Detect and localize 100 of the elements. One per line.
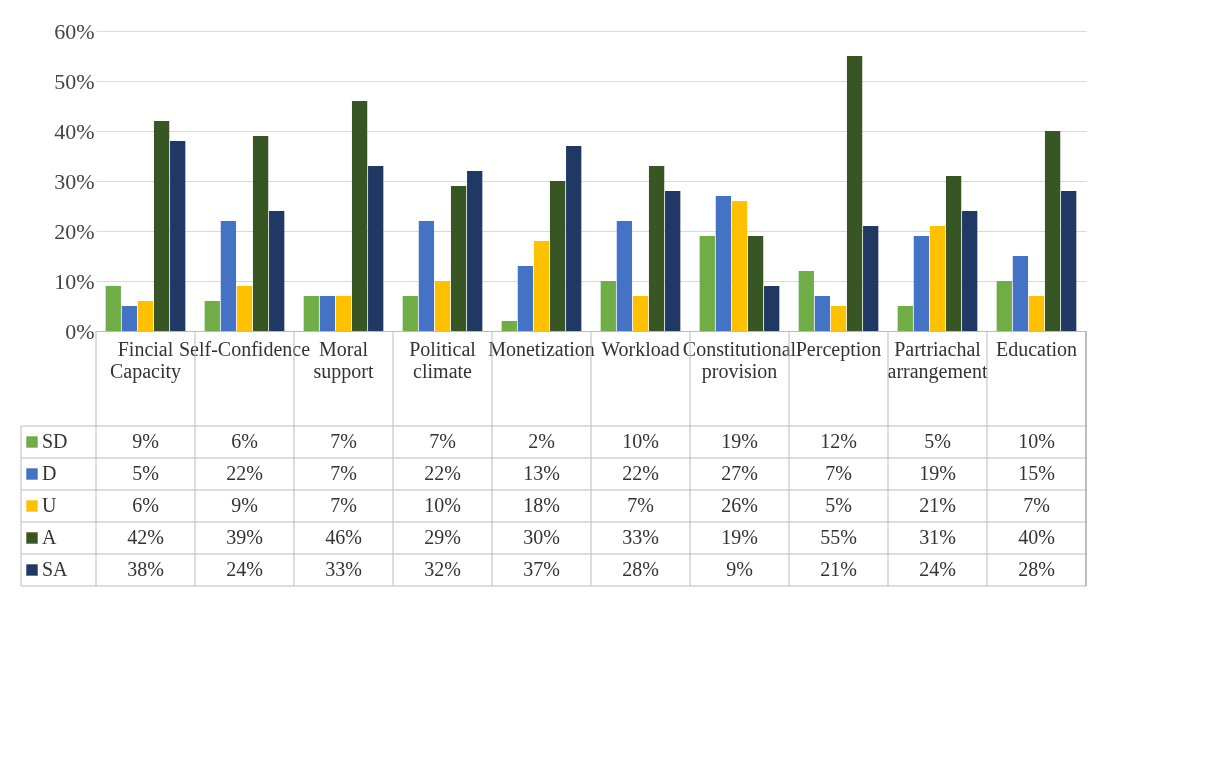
bar xyxy=(632,296,649,331)
data-label: 7% xyxy=(429,430,456,452)
legend-label: U xyxy=(42,494,57,516)
bar xyxy=(731,201,748,331)
legend-label: D xyxy=(42,462,57,484)
data-label: 6% xyxy=(132,494,159,516)
bar xyxy=(170,141,186,331)
data-label: 10% xyxy=(424,494,461,516)
bar xyxy=(402,296,418,331)
y-tick-label: 40% xyxy=(54,118,95,144)
data-label: 2% xyxy=(528,430,555,452)
x-tick-label: Political climate xyxy=(409,337,477,382)
data-label: 6% xyxy=(231,430,258,452)
bar xyxy=(897,306,913,331)
data-label: 22% xyxy=(226,462,263,484)
bar xyxy=(715,196,732,331)
data-label: 21% xyxy=(919,494,956,516)
data-label: 5% xyxy=(924,430,951,452)
bar xyxy=(121,306,138,331)
data-label: 5% xyxy=(825,494,852,516)
data-label: 18% xyxy=(523,494,560,516)
data-label: 19% xyxy=(919,462,956,484)
data-label: 40% xyxy=(1018,526,1055,548)
data-label: 12% xyxy=(820,430,857,452)
bar xyxy=(814,296,831,331)
data-label: 30% xyxy=(523,526,560,548)
data-label: 7% xyxy=(330,462,357,484)
bar xyxy=(648,166,665,331)
bar xyxy=(1044,131,1061,331)
data-label: 9% xyxy=(726,558,753,580)
x-tick-label: Partriachal arrangement xyxy=(887,337,988,383)
bar xyxy=(351,101,368,331)
data-label: 9% xyxy=(231,494,258,516)
bar xyxy=(699,236,715,331)
data-label: 33% xyxy=(325,558,362,580)
x-tick-label: Monetization xyxy=(488,337,595,360)
data-label: 55% xyxy=(820,526,857,548)
data-label: 19% xyxy=(721,526,758,548)
legend-label: SA xyxy=(42,558,69,580)
bar xyxy=(335,296,352,331)
bar xyxy=(929,226,946,331)
bar xyxy=(517,266,534,331)
bar xyxy=(616,221,633,331)
bar xyxy=(913,236,930,331)
bar xyxy=(204,301,220,331)
bar xyxy=(665,191,681,331)
bar xyxy=(830,306,847,331)
bar xyxy=(798,271,814,331)
bar xyxy=(319,296,336,331)
bar xyxy=(236,286,253,331)
data-label: 10% xyxy=(1018,430,1055,452)
data-label: 42% xyxy=(127,526,164,548)
y-tick-label: 10% xyxy=(54,268,95,294)
data-label: 13% xyxy=(523,462,560,484)
data-label: 37% xyxy=(523,558,560,580)
bar xyxy=(962,211,978,331)
y-tick-label: 20% xyxy=(54,218,95,244)
y-tick-label: 0% xyxy=(65,318,95,344)
bar xyxy=(467,171,483,331)
bar xyxy=(434,281,451,331)
bar xyxy=(1028,296,1045,331)
bar xyxy=(945,176,962,331)
bar xyxy=(220,221,237,331)
legend-label: SD xyxy=(42,430,68,452)
y-tick-label: 50% xyxy=(54,68,95,94)
data-label: 24% xyxy=(919,558,956,580)
data-label: 7% xyxy=(330,494,357,516)
data-label: 7% xyxy=(330,430,357,452)
data-label: 28% xyxy=(1018,558,1055,580)
data-label: 28% xyxy=(622,558,659,580)
y-tick-label: 30% xyxy=(54,168,95,194)
bar xyxy=(501,321,517,331)
data-label: 22% xyxy=(622,462,659,484)
bar xyxy=(863,226,879,331)
data-label: 15% xyxy=(1018,462,1055,484)
data-label: 5% xyxy=(132,462,159,484)
y-tick-label: 60% xyxy=(54,18,95,44)
data-label: 39% xyxy=(226,526,263,548)
data-label: 19% xyxy=(721,430,758,452)
x-tick-label: Education xyxy=(995,337,1078,360)
bar xyxy=(747,236,764,331)
bar xyxy=(846,56,863,331)
bar xyxy=(764,286,780,331)
data-label: 7% xyxy=(627,494,654,516)
x-tick-label: Workload xyxy=(601,337,680,360)
data-label: 26% xyxy=(721,494,758,516)
bar xyxy=(600,281,616,331)
bar xyxy=(1061,191,1077,331)
legend-label: A xyxy=(42,526,57,548)
bar xyxy=(252,136,269,331)
data-label: 31% xyxy=(919,526,956,548)
bar xyxy=(303,296,319,331)
x-tick-label: Constitutional provision xyxy=(682,337,797,383)
x-tick-label: Perception xyxy=(795,337,882,361)
data-label: 38% xyxy=(127,558,164,580)
data-label: 24% xyxy=(226,558,263,580)
bar xyxy=(566,146,582,331)
x-tick-label: Moral support xyxy=(313,337,374,383)
bar xyxy=(137,301,154,331)
data-label: 33% xyxy=(622,526,659,548)
